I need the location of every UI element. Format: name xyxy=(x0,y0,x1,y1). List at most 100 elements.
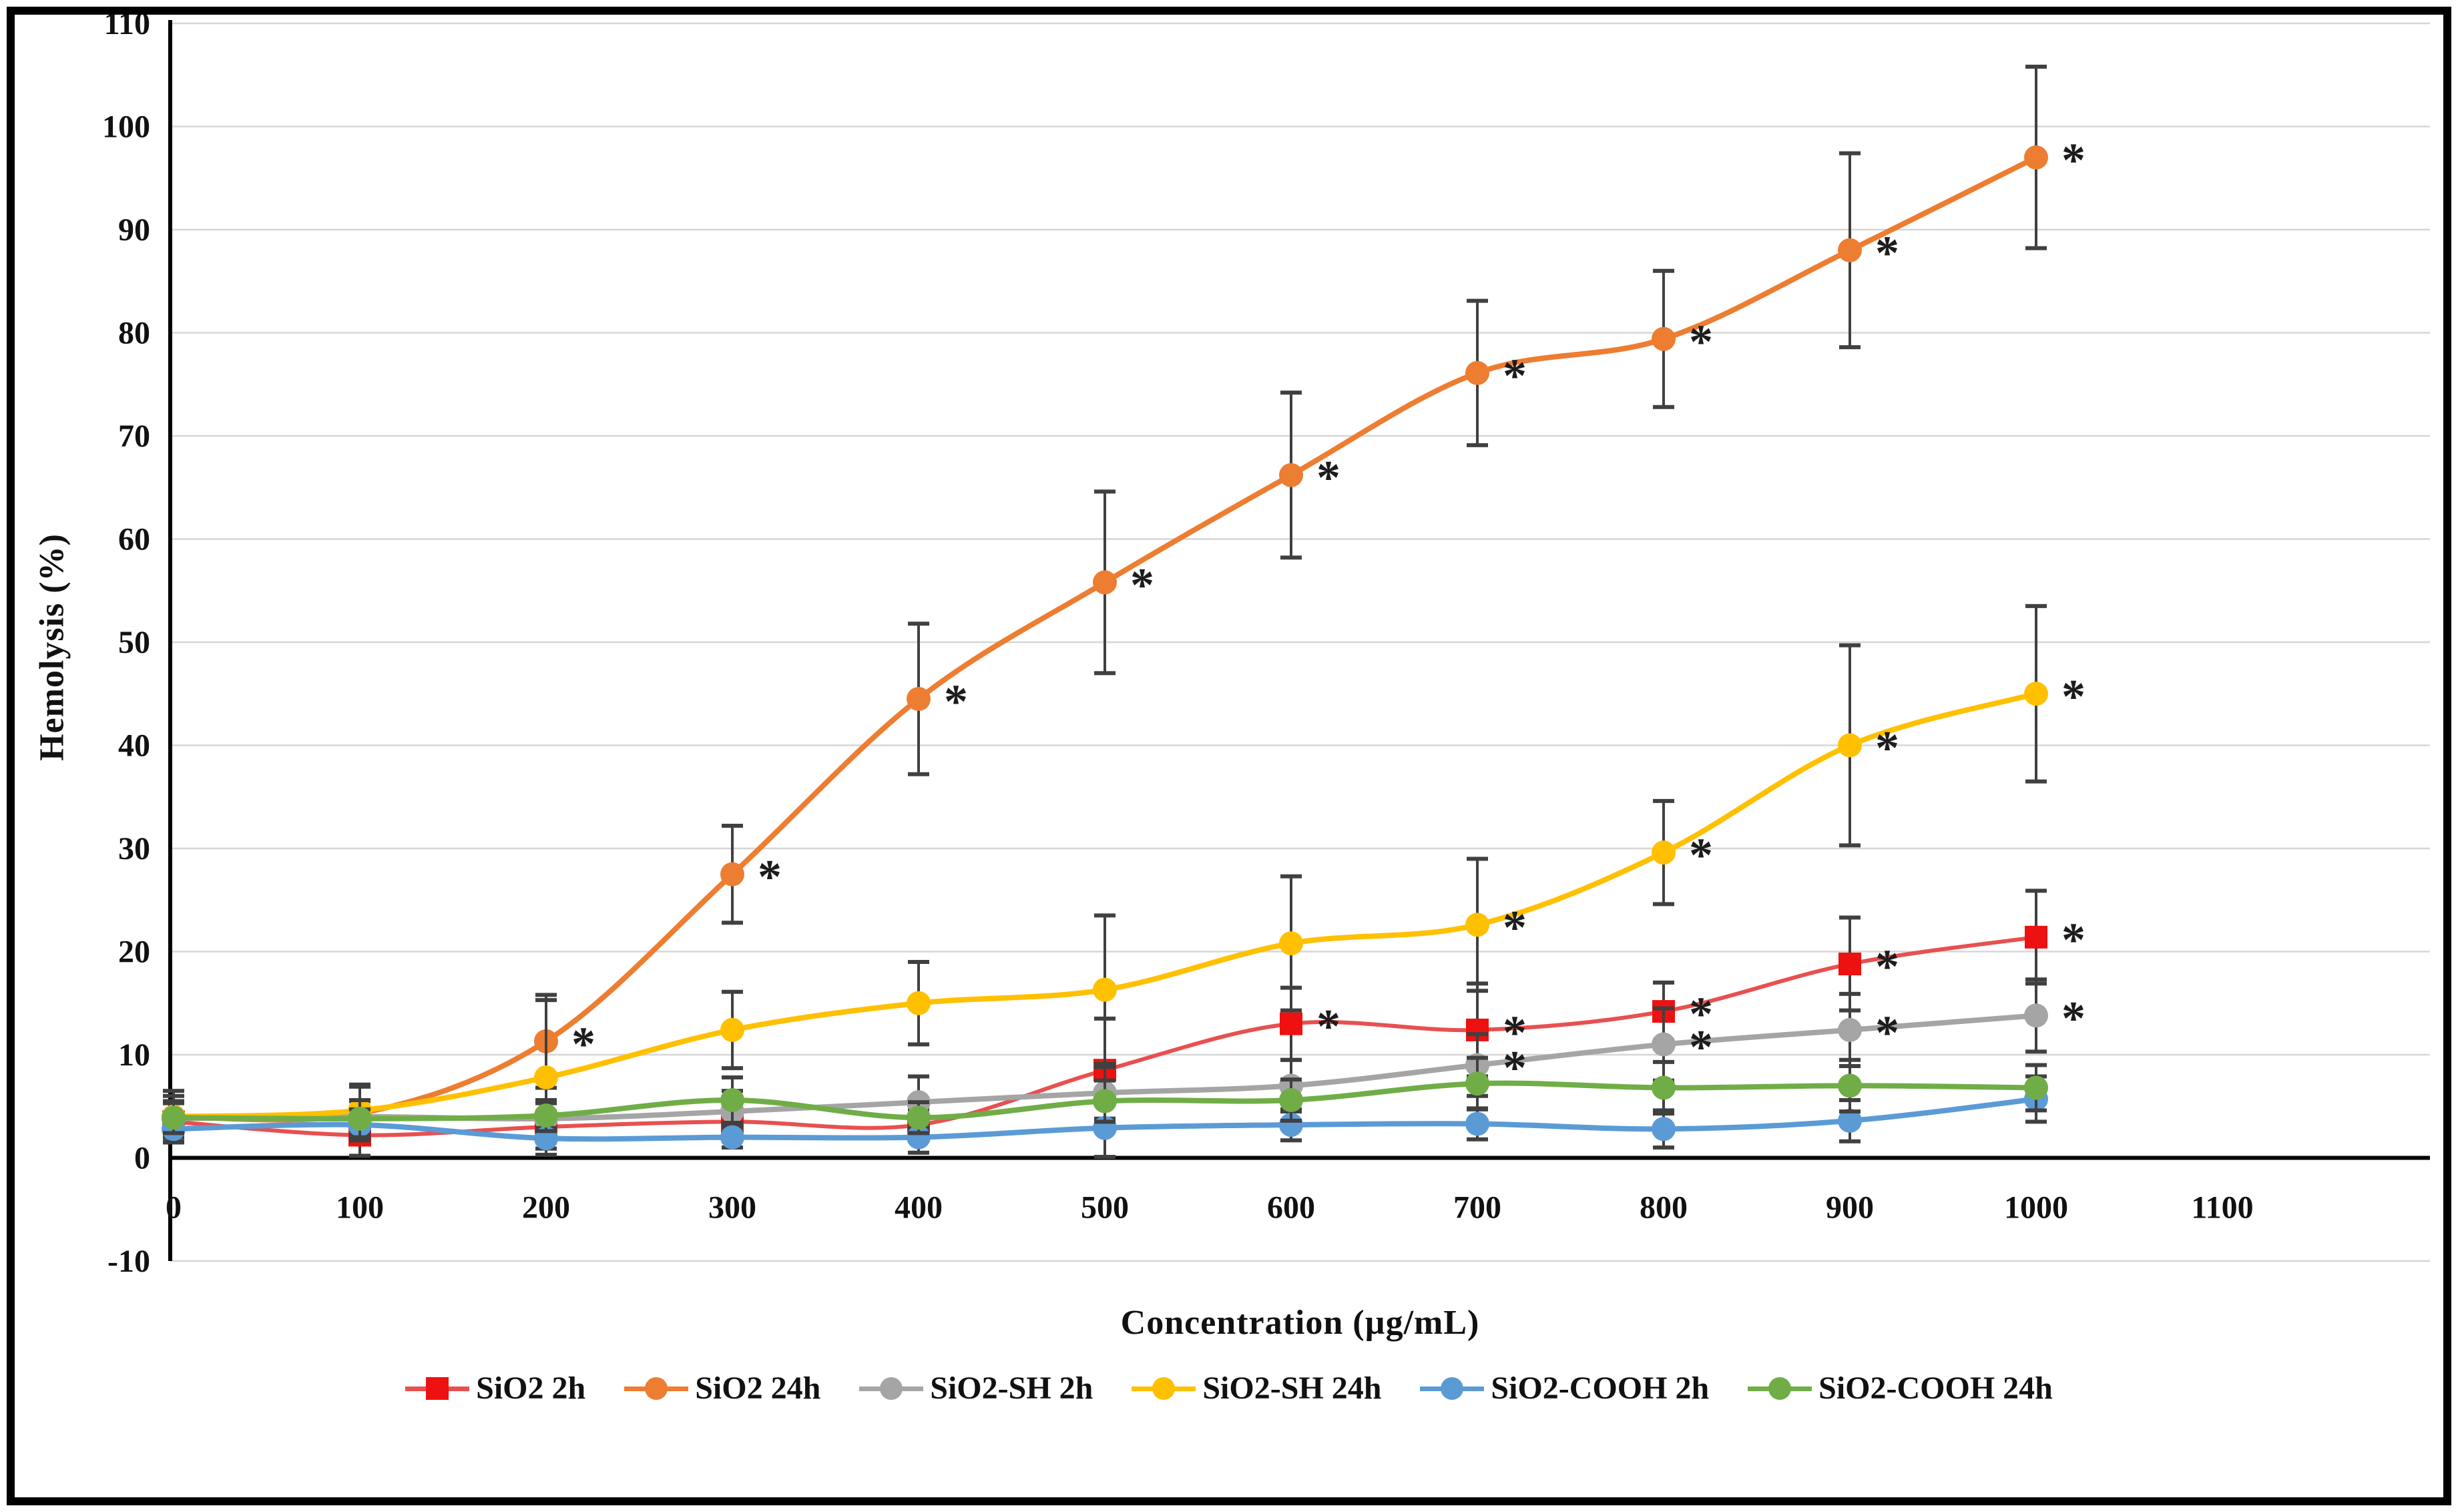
x-tick-label: 200 xyxy=(522,1190,570,1226)
marker-circle xyxy=(1279,1087,1303,1112)
significance-asterisk: * xyxy=(758,850,782,904)
y-tick-label: 0 xyxy=(134,1141,150,1176)
y-tick-labels: -10 0 10 20 30 40 50 60 70 80 90 100 110 xyxy=(102,6,150,1279)
y-axis-title: Hemolysis (%) xyxy=(33,533,71,761)
y-tick-label: 10 xyxy=(118,1037,150,1073)
legend-item-sio2-sh-2h: SiO2-SH 2h xyxy=(859,1370,1093,1407)
marker-circle xyxy=(2024,1003,2048,1028)
marker-square xyxy=(2025,925,2047,949)
marker-circle xyxy=(1652,840,1676,865)
significance-asterisk: * xyxy=(1503,349,1527,403)
marker-circle xyxy=(2024,145,2048,170)
series-sio2-24h: * * * * * * * * * xyxy=(162,64,2085,1145)
marker-circle xyxy=(1279,931,1303,956)
marker-circle xyxy=(162,1105,186,1130)
marker-circle xyxy=(1465,913,1489,937)
legend-label: SiO2 2h xyxy=(476,1370,586,1406)
marker-circle xyxy=(1838,733,1862,758)
legend-item-sio2-sh-24h: SiO2-SH 24h xyxy=(1132,1370,1381,1407)
marker-circle xyxy=(1093,570,1117,595)
significance-asterisk: * xyxy=(2061,670,2085,723)
x-tick-labels: 0 100 200 300 400 500 600 700 800 900 1000 1100 xyxy=(166,1190,2254,1226)
y-tick-label: 90 xyxy=(118,212,150,248)
significance-asterisk: * xyxy=(2061,913,2085,967)
marker-circle xyxy=(1465,1071,1489,1096)
x-tick-label: 300 xyxy=(708,1190,756,1226)
markers xyxy=(162,682,2048,1129)
legend-label: SiO2-SH 24h xyxy=(1202,1370,1382,1406)
marker-circle xyxy=(534,1065,558,1089)
legend-item-sio2-cooh-24h: SiO2-COOH 24h xyxy=(1748,1370,2053,1407)
x-tick-label: 0 xyxy=(166,1190,182,1226)
series-line xyxy=(171,691,2039,1119)
y-tick-label: 70 xyxy=(118,419,150,454)
y-tick-label: 20 xyxy=(118,935,150,970)
y-tick-label: 60 xyxy=(118,522,150,557)
y-tick-label: 110 xyxy=(104,6,150,41)
marker-circle xyxy=(2024,682,2048,706)
y-tick-label: 50 xyxy=(118,625,150,660)
series-sio2-sh-24h: * * * * xyxy=(162,603,2085,1157)
series-sio2-sh-2h: * * * * xyxy=(162,977,2085,1136)
x-tick-label: 800 xyxy=(1640,1190,1688,1226)
y-tick-label: -10 xyxy=(107,1244,150,1279)
marker-circle xyxy=(1093,1089,1117,1113)
marker-circle xyxy=(534,1103,558,1128)
gridlines xyxy=(170,22,2430,1262)
significance-marks: * * * * * * * * * xyxy=(571,134,2085,1071)
x-tick-label: 900 xyxy=(1826,1190,1874,1226)
axes xyxy=(168,20,2430,1261)
chart-legend: SiO2 2h SiO2 24h SiO2-SH 2h SiO2-SH 24h SiO2… xyxy=(0,1370,2458,1407)
legend-label: SiO2-COOH 24h xyxy=(1818,1370,2053,1406)
marker-circle xyxy=(1652,1117,1676,1142)
marker-circle xyxy=(1652,1032,1676,1057)
significance-asterisk: * xyxy=(1130,558,1154,611)
significance-asterisk: * xyxy=(1503,901,1527,954)
marker-circle xyxy=(907,686,931,711)
circle-marker-icon xyxy=(859,1376,924,1401)
x-tick-label: 600 xyxy=(1267,1190,1315,1226)
significance-asterisk: * xyxy=(1875,940,1899,993)
legend-item-sio2-24h: SiO2 24h xyxy=(624,1370,820,1407)
marker-circle xyxy=(1465,360,1489,385)
y-tick-label: 30 xyxy=(118,831,150,866)
significance-asterisk: * xyxy=(1875,722,1899,775)
x-tick-label: 400 xyxy=(895,1190,943,1226)
marker-circle xyxy=(1838,238,1862,262)
y-tick-label: 80 xyxy=(118,316,150,351)
significance-asterisk: * xyxy=(2061,134,2085,187)
circle-marker-icon xyxy=(1420,1376,1485,1401)
legend-label: SiO2-SH 2h xyxy=(930,1370,1093,1406)
significance-asterisk: * xyxy=(1689,315,1713,368)
marker-circle xyxy=(720,1087,744,1112)
marker-circle xyxy=(1652,326,1676,351)
marker-square xyxy=(1838,953,1861,976)
marker-circle xyxy=(1093,977,1117,1002)
x-axis-title: Concentration (µg/mL) xyxy=(1120,1304,1480,1342)
circle-marker-icon xyxy=(1132,1376,1196,1401)
marker-circle xyxy=(720,862,744,887)
significance-marks: * * * * xyxy=(1503,670,2085,954)
significance-asterisk: * xyxy=(1689,1021,1713,1074)
x-tick-label: 700 xyxy=(1453,1190,1501,1226)
y-tick-label: 100 xyxy=(102,109,150,145)
significance-marks: **** xyxy=(1503,991,2085,1094)
marker-circle xyxy=(1838,1073,1862,1098)
marker-circle xyxy=(1838,1108,1862,1133)
x-tick-label: 100 xyxy=(336,1190,384,1226)
significance-asterisk: * xyxy=(1503,1041,1527,1094)
square-marker-icon xyxy=(405,1376,470,1401)
significance-asterisk: * xyxy=(1689,828,1713,882)
marker-circle xyxy=(907,1105,931,1130)
marker-circle xyxy=(1279,463,1303,487)
significance-marks: * * * * * xyxy=(1316,913,2085,1059)
error-bars xyxy=(163,1055,2047,1140)
marker-circle xyxy=(1652,1075,1676,1100)
x-tick-label: 500 xyxy=(1081,1190,1129,1226)
marker-circle xyxy=(720,1017,744,1042)
legend-label: SiO2-COOH 2h xyxy=(1491,1370,1710,1406)
circle-marker-icon xyxy=(624,1376,689,1401)
y-tick-label: 40 xyxy=(118,728,150,764)
